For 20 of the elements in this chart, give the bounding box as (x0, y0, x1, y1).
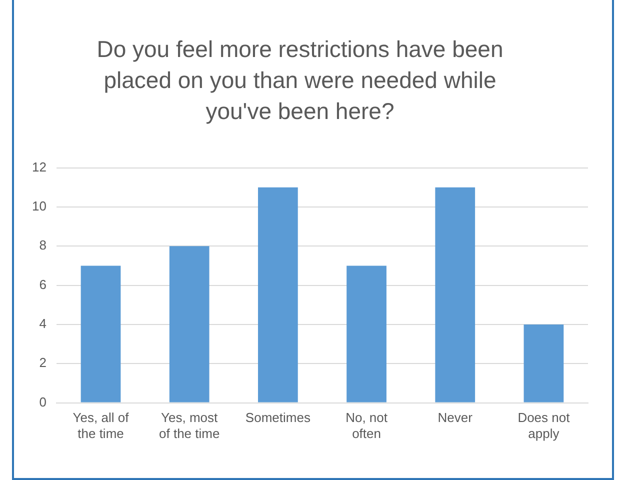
bar (346, 266, 386, 402)
x-tick-label: Sometimes (245, 410, 311, 426)
bar (80, 266, 121, 402)
bar (169, 246, 210, 402)
y-tick-label: 8 (39, 238, 46, 253)
x-tick-label: Never (438, 410, 474, 426)
y-tick-label: 4 (39, 316, 46, 332)
bar (435, 187, 476, 402)
bar (258, 187, 298, 402)
x-tick-label: Does not apply (518, 410, 570, 441)
x-tick-label: No, not often (346, 410, 388, 441)
chart-title: Do you feel more restrictions have been placed on you than were needed while you've been here? (96, 35, 504, 126)
bar (524, 324, 564, 402)
x-tick-label: Yes, all of the time (72, 410, 130, 441)
y-tick-label: 10 (32, 198, 46, 214)
y-tick-label: 0 (39, 394, 46, 410)
y-tick-label: 6 (39, 276, 46, 292)
x-tick-label: Yes, most of the time (158, 410, 220, 441)
y-tick-label: 12 (32, 159, 46, 174)
y-tick-label: 2 (39, 355, 46, 370)
